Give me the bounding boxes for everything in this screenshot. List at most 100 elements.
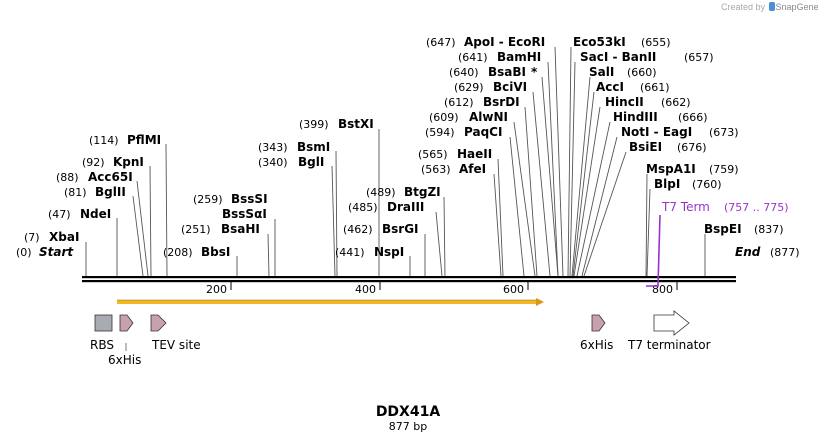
enzyme-acc65i[interactable]: (88) Acc65I [56,170,133,184]
enzyme-name[interactable]: DraIII [387,200,424,214]
enzyme-name[interactable]: BamHI [497,50,541,64]
feature-6xhis-1[interactable]: 6xHis [108,314,141,367]
enzyme-bglii[interactable]: (81) BglII [64,185,126,199]
enzyme-bsrdi[interactable]: (612) BsrDI [444,95,520,109]
enzyme-bsabi[interactable]: (640) BsaBI * [449,65,538,79]
enzyme-bsssi[interactable]: (259) BssSI [193,192,268,206]
enzyme-name[interactable]: HindIII [613,110,658,124]
cut-line-kpni [149,165,152,277]
primer-name[interactable]: T7 Term [661,200,710,214]
enzyme-name[interactable]: BspEI [704,222,742,236]
enzyme-bsrgi[interactable]: (462) BsrGI [343,222,419,236]
enzyme-mspa1i[interactable]: MspA1I (759) [646,162,739,176]
enzyme-sali[interactable]: SalI (660) [589,65,657,79]
enzyme-name[interactable]: NspI [374,245,404,259]
enzyme-name[interactable]: BsmI [297,140,330,154]
enzyme-name[interactable]: BglII [95,185,126,199]
enzyme-position: (661) [640,81,670,94]
enzyme-noti-eagi[interactable]: NotI - EagI (673) [621,125,739,139]
enzyme-name[interactable]: HaeII [457,147,492,161]
enzyme-name[interactable]: PaqCI [464,125,502,139]
enzyme-name[interactable]: SalI [589,65,614,79]
enzyme-name[interactable]: BssSαI [222,207,267,221]
feature-label: TEV site [151,338,201,352]
enzyme-nspi[interactable]: (441) NspI [335,245,404,259]
ruler-tick-label: 200 [206,283,227,296]
enzyme-name[interactable]: BssSI [231,192,268,206]
enzyme-star-mark: * [531,65,538,79]
rbs-box-icon[interactable] [94,314,113,332]
cut-line-alwni [513,121,536,277]
enzyme-btgzi[interactable]: (489) BtgZI [366,185,441,199]
enzyme-name[interactable]: Eco53kI [573,35,626,49]
cut-line-afei [493,173,502,277]
start-label: Start [39,245,74,259]
t7-terminator-arrow-icon[interactable] [653,310,690,336]
feature-t7-terminator[interactable]: T7 terminator [627,310,711,352]
enzyme-afei[interactable]: (563) AfeI [421,162,486,176]
sequence-backbone[interactable] [82,276,736,283]
tev-site-arrow-icon[interactable] [150,314,167,332]
enzyme-name[interactable]: PflMI [127,133,161,147]
enzyme-haeii[interactable]: (565) HaeII [418,147,492,161]
enzyme-saci-banii[interactable]: SacI - BanII (657) [580,50,714,64]
enzyme-bsiei[interactable]: BsiEI (676) [629,140,707,154]
enzyme-position: (594) [425,126,455,139]
enzyme-alwni[interactable]: (609) AlwNI [429,110,508,124]
enzyme-hindiii[interactable]: HindIII (666) [613,110,708,124]
6xhis-arrow-icon[interactable] [591,314,606,332]
enzyme-draiii[interactable]: (485) DraIII [348,200,424,214]
enzyme-eco53ki[interactable]: Eco53kI (655) [573,35,671,49]
enzyme-name[interactable]: BstXI [338,117,374,131]
6xhis-arrow-icon[interactable] [119,314,134,332]
enzyme-pflmi[interactable]: (114) PflMI [89,133,161,147]
enzyme-acci[interactable]: AccI (661) [596,80,670,94]
feature-rbs[interactable]: RBS [90,314,114,352]
enzyme-bamhi[interactable]: (641) BamHI [458,50,541,64]
enzyme-name[interactable]: BtgZI [404,185,441,199]
enzyme-name[interactable]: HincII [605,95,644,109]
enzyme-bsmi[interactable]: (343) BsmI [258,140,330,154]
enzyme-name[interactable]: AccI [596,80,624,94]
enzyme-ndei[interactable]: (47) NdeI [48,207,111,221]
enzyme-name[interactable]: NotI - EagI [621,125,692,139]
enzyme-bsssai[interactable]: BssSαI [222,207,267,221]
enzyme-position: (565) [418,148,448,161]
enzyme-xbai[interactable]: (7) XbaI [24,230,79,244]
enzyme-name[interactable]: BsiEI [629,140,662,154]
enzyme-name[interactable]: BsrDI [483,95,520,109]
enzyme-name[interactable]: ApoI - EcoRI [464,35,545,49]
enzyme-name[interactable]: BglI [298,155,324,169]
enzyme-position: (563) [421,163,451,176]
enzyme-position: (208) [163,246,193,259]
enzyme-paqci[interactable]: (594) PaqCI [425,125,502,139]
enzyme-bstxi[interactable]: (399) BstXI [299,117,374,131]
feature-tev-site[interactable]: TEV site [150,314,201,352]
enzyme-name[interactable]: SacI - BanII [580,50,656,64]
enzyme-bcivi[interactable]: (629) BciVI [454,80,527,94]
enzyme-name[interactable]: BsaHI [221,222,260,236]
enzyme-name[interactable]: AlwNI [469,110,508,124]
enzyme-name[interactable]: BsrGI [382,222,419,236]
enzyme-kpni[interactable]: (92) KpnI [82,155,144,169]
enzyme-name[interactable]: AfeI [459,162,486,176]
enzyme-name[interactable]: BlpI [654,177,680,191]
primer-t7-term[interactable]: T7 Term (757 .. 775) [646,200,789,287]
enzyme-blpi[interactable]: BlpI (760) [654,177,722,191]
enzyme-name[interactable]: MspA1I [646,162,696,176]
orf-bar[interactable] [117,298,544,306]
enzyme-name[interactable]: NdeI [80,207,111,221]
enzyme-name[interactable]: KpnI [113,155,144,169]
enzyme-bsahi[interactable]: (251) BsaHI [181,222,260,236]
enzyme-name[interactable]: BciVI [493,80,527,94]
enzyme-name[interactable]: XbaI [49,230,79,244]
enzyme-name[interactable]: BsaBI [488,65,526,79]
enzyme-name[interactable]: BbsI [201,245,230,259]
enzyme-bgli[interactable]: (340) BglI [258,155,324,169]
enzyme-bspei[interactable]: BspEI (837) [704,222,784,236]
enzyme-hincii[interactable]: HincII (662) [605,95,691,109]
enzyme-name[interactable]: Acc65I [88,170,133,184]
enzyme-bbsi[interactable]: (208) BbsI [163,245,230,259]
enzyme-apoi-ecori[interactable]: (647) ApoI - EcoRI [426,35,545,49]
feature-6xhis-2[interactable]: 6xHis [580,314,613,352]
